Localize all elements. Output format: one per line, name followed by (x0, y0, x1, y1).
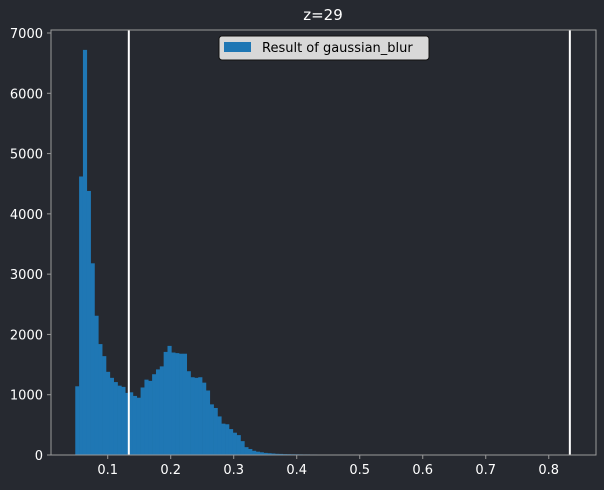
histogram-bar (202, 382, 207, 455)
histogram-bar (259, 452, 264, 455)
histogram-bar (275, 453, 280, 455)
histogram-bar (113, 382, 118, 455)
histogram-bar (148, 380, 153, 455)
histogram-bar (102, 356, 107, 455)
histogram-bar (121, 386, 126, 455)
histogram-bars (75, 49, 460, 456)
y-tick-label: 6000 (10, 87, 43, 102)
histogram-bar (75, 386, 80, 455)
histogram-bar (144, 379, 149, 455)
x-tick-label: 0.1 (97, 463, 118, 478)
histogram-bar (271, 453, 276, 455)
histogram-bar (171, 352, 176, 455)
x-tick-label: 0.5 (349, 463, 370, 478)
y-tick-label: 0 (35, 449, 43, 464)
histogram-bar (109, 377, 114, 455)
histogram-bar (175, 353, 180, 455)
histogram-bar (217, 416, 222, 455)
legend-label: Result of gaussian_blur (262, 41, 413, 56)
histogram-bar (82, 49, 88, 455)
histogram-bar (117, 385, 122, 455)
histogram-bar (213, 407, 218, 455)
x-tick-label: 0.2 (160, 463, 181, 478)
legend: Result of gaussian_blur (218, 35, 430, 61)
histogram-bar (248, 448, 253, 455)
histogram-bar (209, 404, 214, 455)
x-tick-label: 0.3 (223, 463, 244, 478)
histogram-bar (90, 263, 95, 455)
histogram-bar (155, 369, 161, 455)
histogram-bar (94, 315, 99, 455)
histogram-bar (255, 451, 261, 455)
histogram-bar (79, 176, 84, 456)
histogram-bar (98, 344, 103, 455)
histogram-bar (240, 441, 245, 455)
x-axis-ticks: 0.1 0.2 0.3 0.4 0.5 0.6 0.7 0.8 (97, 455, 559, 478)
x-tick-label: 0.8 (538, 463, 559, 478)
histogram-bar (136, 397, 141, 455)
histogram-bar (132, 395, 138, 455)
histogram-bar (225, 424, 230, 455)
histogram-bar (232, 432, 237, 455)
histogram-bar (125, 392, 130, 455)
histogram-bar (182, 353, 188, 455)
histogram-bar (152, 374, 157, 455)
histogram-bar (140, 387, 145, 455)
y-tick-label: 4000 (10, 208, 43, 223)
histogram-bar (252, 450, 257, 455)
chart-title: z=29 (303, 6, 343, 24)
legend-swatch (224, 42, 251, 52)
contrast-limit-lines (127, 30, 571, 455)
histogram-bar (86, 190, 91, 455)
histogram-bar (179, 353, 184, 455)
x-tick-label: 0.4 (286, 463, 307, 478)
histogram-bar (129, 392, 134, 455)
histogram-bar (267, 453, 272, 455)
histogram-bar (198, 377, 203, 455)
histogram-bar (163, 351, 168, 455)
histogram-bar (278, 453, 284, 455)
histogram-bar (167, 345, 172, 455)
histogram-bar (263, 452, 268, 455)
y-axis-ticks: 0 1000 2000 3000 4000 5000 6000 7000 (10, 27, 51, 464)
histogram-bar (159, 366, 164, 455)
histogram-bar (190, 377, 195, 455)
y-tick-label: 1000 (10, 389, 43, 404)
x-tick-label: 0.7 (475, 463, 496, 478)
histogram-bar (106, 371, 111, 455)
histogram-bar (236, 435, 241, 455)
y-tick-label: 7000 (10, 27, 43, 42)
y-tick-label: 5000 (10, 148, 43, 163)
histogram-bar (221, 423, 226, 455)
y-tick-label: 2000 (10, 328, 43, 343)
histogram-bar (194, 377, 199, 455)
histogram-bar (205, 390, 211, 455)
y-tick-label: 3000 (10, 268, 43, 283)
axes-frame (50, 29, 597, 456)
histogram-bar (228, 429, 234, 455)
histogram-bar (186, 371, 191, 455)
legend-box (218, 35, 430, 61)
histogram-bar (244, 447, 249, 455)
x-tick-label: 0.6 (412, 463, 433, 478)
